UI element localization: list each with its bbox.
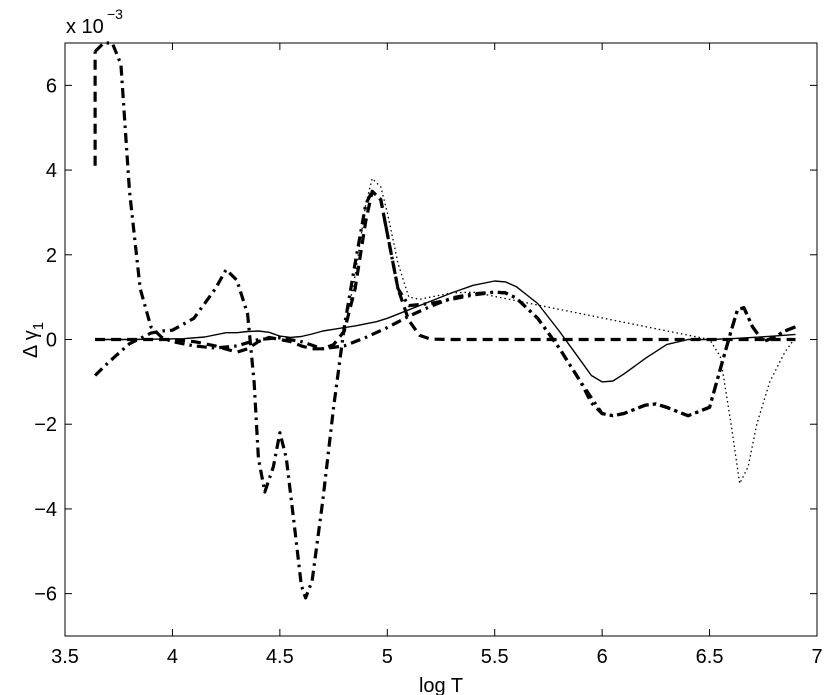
y-axis-label-group: Δ γ1 <box>20 322 47 358</box>
series-line-solid-1 <box>95 280 796 383</box>
y-axis-scale-exponent: −3 <box>107 6 123 22</box>
x-tick-label: 7 <box>811 646 822 668</box>
y-tick-label: −2 <box>34 414 57 436</box>
y-axis-label-main: Δ γ <box>20 330 42 358</box>
series-line-dashdot-3 <box>93 189 797 600</box>
x-tick-label: 6.5 <box>696 646 724 668</box>
series-line-dotted-6 <box>343 177 797 485</box>
y-tick-label: −6 <box>34 584 57 606</box>
y-tick-label: 6 <box>46 75 57 97</box>
y-axis-scale-base: x 10 <box>66 16 104 38</box>
x-tick-label: 4 <box>167 646 178 668</box>
x-tick-label: 5.5 <box>481 646 509 668</box>
x-tick-label: 3.5 <box>51 646 79 668</box>
ticks-layer: 3.5 4 4.5 5 5.5 6 6.5 7 −6 −4 −2 0 2 4 6 <box>34 43 823 668</box>
series-line-dashdot-4 <box>93 41 797 418</box>
y-tick-label: 0 <box>46 330 57 352</box>
x-axis-label: log T <box>419 675 463 695</box>
y-tick-label: −4 <box>34 499 57 521</box>
y-axis-label-subscript: 1 <box>30 322 47 330</box>
y-tick-label: 4 <box>46 160 57 182</box>
x-tick-label: 4.5 <box>266 646 294 668</box>
y-tick-label: 2 <box>46 245 57 267</box>
series-line-dashed-2 <box>95 189 796 354</box>
y-axis-label: Δ γ1 <box>20 322 47 358</box>
series-layer <box>93 41 797 600</box>
x-tick-label: 5 <box>382 646 393 668</box>
x-tick-label: 6 <box>597 646 608 668</box>
